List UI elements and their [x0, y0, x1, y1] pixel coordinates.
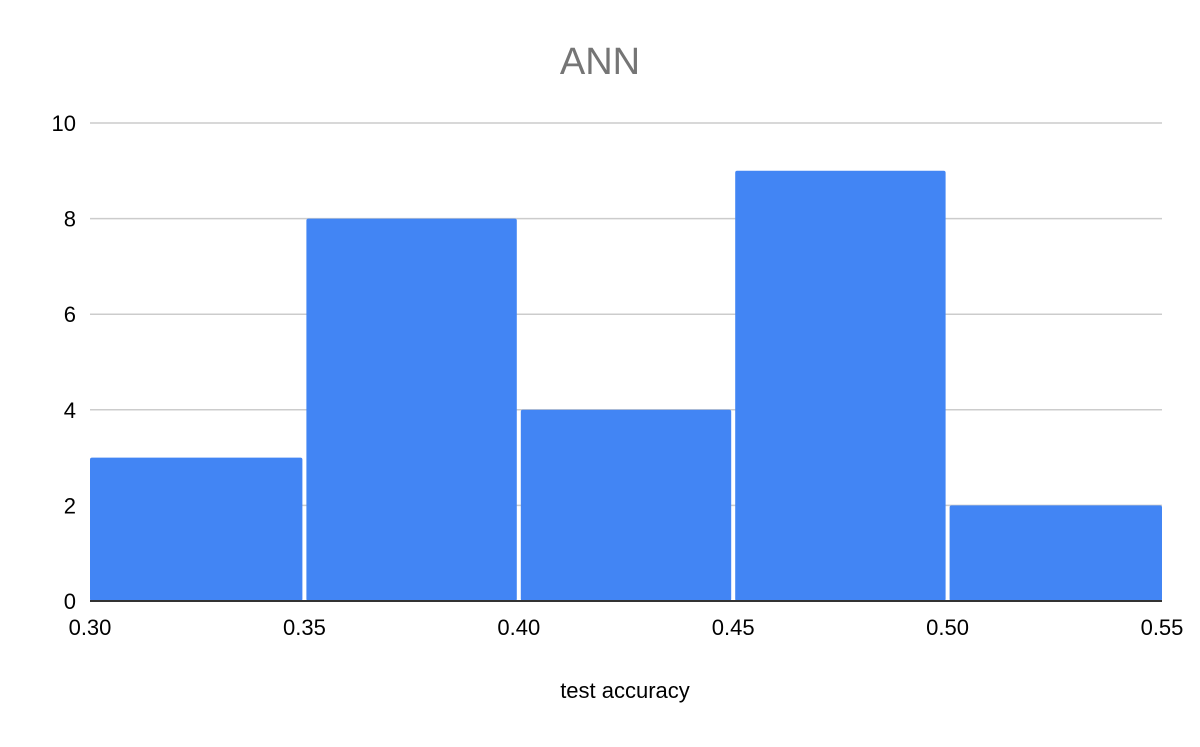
chart-title: ANN: [560, 41, 640, 83]
bar-4: [949, 505, 1162, 601]
x-tick-label-2: 0.40: [497, 615, 540, 640]
x-tick-label-1: 0.35: [283, 615, 326, 640]
y-tick-label-0: 0: [64, 589, 76, 614]
y-tick-label-3: 6: [64, 302, 76, 327]
x-axis-tick-labels: 0.30 0.35 0.40 0.45 0.50 0.55: [69, 615, 1184, 640]
bar-3: [735, 170, 946, 602]
y-tick-label-5: 10: [52, 111, 76, 136]
y-tick-label-4: 8: [64, 207, 76, 232]
x-axis-label: test accuracy: [560, 678, 690, 703]
bar-2: [520, 409, 732, 601]
x-tick-label-3: 0.45: [712, 615, 755, 640]
bars: [90, 170, 1162, 602]
y-tick-label-1: 2: [64, 493, 76, 518]
bar-0: [90, 457, 303, 601]
bar-1: [306, 218, 517, 601]
x-tick-label-0: 0.30: [69, 615, 112, 640]
x-tick-label-4: 0.50: [926, 615, 969, 640]
y-axis-tick-labels: 0 2 4 6 8 10: [52, 111, 76, 614]
x-tick-label-5: 0.55: [1141, 615, 1184, 640]
y-tick-label-2: 4: [64, 398, 76, 423]
